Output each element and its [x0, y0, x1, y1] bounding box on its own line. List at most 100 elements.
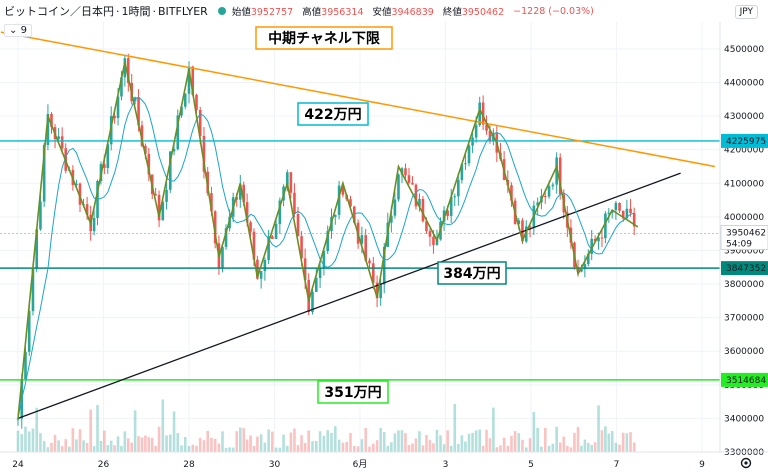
- level-price-tag: [721, 261, 768, 276]
- svg-text:422万円: 422万円: [304, 107, 361, 123]
- volume-bar: [249, 435, 252, 452]
- volume-bar: [555, 426, 558, 452]
- currency-badge[interactable]: JPY: [734, 5, 758, 19]
- volume-bar: [586, 443, 590, 452]
- candle-body: [597, 237, 600, 242]
- candle-body: [632, 213, 636, 227]
- candle-body: [478, 102, 481, 126]
- candle-body: [360, 235, 364, 244]
- volume-bar: [133, 410, 137, 452]
- volume-bar: [532, 411, 536, 452]
- volume-bar: [35, 407, 39, 452]
- volume-bar: [68, 446, 71, 452]
- candle-body: [536, 202, 539, 206]
- volume-bar: [580, 445, 583, 452]
- candle-body: [334, 214, 337, 217]
- candle-body: [418, 198, 421, 207]
- level-price-tag: [721, 133, 768, 148]
- trendline-upper: [0, 31, 715, 168]
- volume-bar: [113, 445, 116, 452]
- volume-bar: [576, 427, 580, 452]
- level-price-tag: [721, 372, 768, 387]
- candle-body: [510, 185, 513, 201]
- volume-bar: [206, 430, 210, 452]
- interval[interactable]: 1時間: [121, 5, 151, 18]
- volume-bar: [521, 439, 524, 452]
- candle-body: [614, 202, 618, 211]
- horizontal-levels: [0, 140, 720, 381]
- volume-bar: [481, 445, 485, 452]
- candle-body: [126, 58, 130, 83]
- candle-body: [274, 223, 278, 239]
- price-tick-label: 3600000: [724, 347, 764, 357]
- candle-body: [35, 229, 39, 269]
- volume-bar: [488, 438, 492, 452]
- volume-bar: [471, 432, 474, 452]
- candle-body: [586, 253, 590, 265]
- candle-body: [322, 251, 326, 269]
- candle-body: [543, 196, 547, 198]
- volume-bar: [449, 445, 453, 452]
- symbol-name[interactable]: ビットコイン／日本円: [4, 5, 114, 18]
- open-value: 3952757: [250, 7, 294, 18]
- bar-timer-label: 54:09: [726, 239, 752, 249]
- price-tick-label: 4200000: [724, 146, 764, 156]
- candle-body: [379, 284, 382, 299]
- candle-body: [364, 235, 367, 261]
- candle-body: [256, 259, 259, 279]
- volume-bar: [242, 428, 246, 452]
- candle-body: [521, 220, 524, 242]
- indicator-toggle[interactable]: ⌄ 9: [4, 24, 32, 37]
- volume-bars: [16, 399, 636, 452]
- volume-bar: [356, 446, 360, 452]
- volume-bar: [425, 434, 428, 452]
- candle-body: [296, 213, 300, 237]
- volume-bar: [271, 431, 274, 452]
- candle-body: [50, 113, 53, 128]
- price-tick-label: 4300000: [724, 112, 764, 122]
- volume-bar: [629, 432, 632, 452]
- volume-bar: [404, 433, 407, 452]
- volume-bar: [569, 447, 573, 452]
- volume-bar: [407, 445, 411, 452]
- candle-body: [180, 106, 183, 116]
- volume-bar: [360, 439, 364, 452]
- moving-average: [17, 96, 635, 419]
- volume-bar: [597, 405, 600, 452]
- candle-body: [318, 268, 322, 279]
- volume-bar: [418, 431, 421, 452]
- volume-bar: [510, 436, 513, 452]
- volume-bar: [183, 437, 187, 452]
- volume-bar: [210, 437, 213, 452]
- volume-bar: [600, 430, 604, 452]
- volume-bar: [106, 445, 110, 452]
- trendlines: [0, 31, 715, 420]
- candle-body: [242, 184, 246, 203]
- candle-body: [31, 268, 35, 312]
- candle-body: [263, 259, 267, 272]
- candle-body: [221, 246, 224, 268]
- volume-bar: [506, 445, 510, 452]
- candle-body: [481, 102, 485, 125]
- candle-body: [390, 215, 393, 223]
- zigzag-polyline: [17, 62, 639, 419]
- volume-bar: [485, 429, 488, 452]
- candle-body: [213, 211, 217, 244]
- volume-bar: [75, 439, 78, 452]
- volume-bar: [307, 430, 310, 452]
- volume-bar: [318, 431, 322, 452]
- volume-bar: [478, 429, 481, 452]
- volume-bar: [495, 447, 499, 452]
- candle-body: [368, 260, 371, 264]
- volume-bar: [195, 445, 198, 452]
- volume-bar: [187, 446, 191, 452]
- volume-bar: [397, 430, 400, 452]
- volume-bar: [499, 445, 502, 452]
- price-axis-labels: 3300000340000035000003600000370000038000…: [724, 45, 764, 458]
- candle-body: [307, 279, 310, 313]
- settings-gear-icon[interactable]: [740, 457, 752, 469]
- price-tick-label: 4100000: [724, 179, 764, 189]
- volume-bar: [109, 440, 113, 452]
